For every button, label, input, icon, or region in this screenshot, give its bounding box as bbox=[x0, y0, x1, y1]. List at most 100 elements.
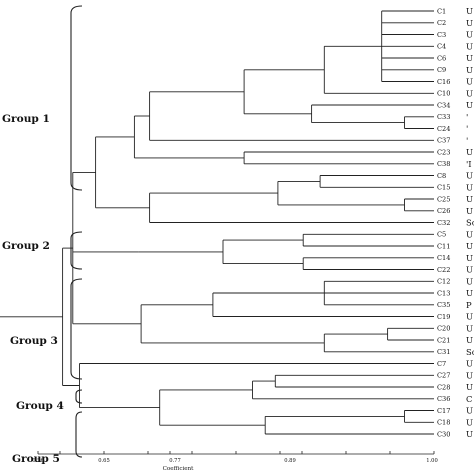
leaf-label: C11 bbox=[437, 242, 450, 250]
leaf-description-fragment: U bbox=[466, 335, 473, 345]
leaf-label: C33 bbox=[437, 113, 450, 121]
leaf-description-fragment: U bbox=[466, 100, 473, 110]
leaf-description-fragment: U bbox=[466, 241, 473, 251]
group-3-brace bbox=[70, 278, 83, 380]
leaf-description-fragment: 'I bbox=[466, 159, 472, 169]
leaf-label: C23 bbox=[437, 148, 450, 156]
leaf-description-fragment: U bbox=[466, 288, 473, 298]
leaf-description-fragment: U bbox=[466, 18, 473, 28]
leaf-label: C36 bbox=[437, 395, 450, 403]
leaf-label: C12 bbox=[437, 278, 450, 286]
leaf-description-fragment: U bbox=[466, 147, 473, 157]
leaf-label: C26 bbox=[437, 207, 450, 215]
leaf-description-fragment: U bbox=[466, 171, 473, 181]
leaf-description-fragment: U bbox=[466, 88, 473, 98]
leaf-description-fragment: U bbox=[466, 382, 473, 392]
leaf-label: C9 bbox=[437, 66, 446, 74]
leaf-description-fragment: U bbox=[466, 276, 473, 286]
leaf-description-fragment: U bbox=[466, 194, 473, 204]
leaf-description-fragment: U bbox=[466, 30, 473, 40]
leaf-label: C25 bbox=[437, 195, 450, 203]
leaf-description-fragment: Sc bbox=[466, 347, 474, 357]
group-2-annotation: Group 2 bbox=[2, 231, 83, 270]
leaf-description-fragment: U bbox=[466, 312, 473, 322]
dendrogram-branches bbox=[0, 10, 434, 435]
leaf-description-fragment: ' bbox=[466, 124, 468, 134]
leaf-label: C38 bbox=[437, 160, 450, 168]
leaf-label: C37 bbox=[437, 137, 450, 145]
leaf-description-fragment: U bbox=[466, 370, 473, 380]
leaf-label: C22 bbox=[437, 266, 450, 274]
leaf-label-column: C1 C2 C3 C4 C6 C9 C16 C10 C34 C33 C24 C37 C23 C38 C8 C1… bbox=[437, 7, 450, 438]
group-3-label: Group 3 bbox=[10, 335, 58, 347]
axis-tick-label: 1.00 bbox=[426, 458, 438, 464]
leaf-description-fragment: U bbox=[466, 182, 473, 192]
leaf-label: C28 bbox=[437, 383, 450, 391]
leaf-label: C17 bbox=[437, 407, 450, 415]
leaf-label: C2 bbox=[437, 19, 446, 27]
leaf-description-fragment: U bbox=[466, 65, 473, 75]
leaf-description-fragment: U bbox=[466, 77, 473, 87]
leaf-description-fragment: U bbox=[466, 41, 473, 51]
leaf-label: C5 bbox=[437, 231, 446, 239]
leaf-label: C14 bbox=[437, 254, 450, 262]
leaf-label: C3 bbox=[437, 31, 446, 39]
leaf-label: C31 bbox=[437, 348, 450, 356]
leaf-description-fragment: U bbox=[466, 265, 473, 275]
axis-tick-label: 0.89 bbox=[284, 458, 296, 464]
group-2-brace bbox=[70, 231, 83, 270]
leaf-description-fragment: U bbox=[466, 206, 473, 216]
leaf-description-fragment: U bbox=[466, 406, 473, 416]
leaf-label: C6 bbox=[437, 54, 446, 62]
leaf-label: C13 bbox=[437, 289, 450, 297]
group-5-label: Group 5 bbox=[12, 453, 60, 465]
group-1-label: Group 1 bbox=[2, 113, 50, 125]
group-5-annotation: Group 5 bbox=[12, 411, 83, 465]
group-5-brace bbox=[75, 411, 83, 458]
leaf-description-fragment: U bbox=[466, 323, 473, 333]
leaf-description-fragment: U bbox=[466, 229, 473, 239]
group-4-label: Group 4 bbox=[16, 400, 64, 412]
leaf-label: C32 bbox=[437, 219, 450, 227]
group-4-annotation: Group 4 bbox=[16, 389, 83, 412]
leaf-label: C18 bbox=[437, 419, 450, 427]
leaf-label: C30 bbox=[437, 430, 450, 438]
leaf-label: C10 bbox=[437, 90, 450, 98]
leaf-label: C4 bbox=[437, 43, 446, 51]
leaf-description-fragment: P bbox=[466, 300, 472, 310]
leaf-description-fragment: U bbox=[466, 6, 473, 16]
group-1-annotation: Group 1 bbox=[2, 5, 83, 191]
leaf-label: C34 bbox=[437, 101, 450, 109]
axis-tick-label: 0.56 bbox=[32, 458, 44, 464]
leaf-description-fragment: U bbox=[466, 53, 473, 63]
leaf-label: C15 bbox=[437, 184, 450, 192]
leaf-description-fragment: U bbox=[466, 359, 473, 369]
leaf-label: C24 bbox=[437, 125, 450, 133]
leaf-description-fragment: ' bbox=[466, 135, 468, 145]
leaf-description-fragment: Sc bbox=[466, 218, 474, 228]
leaf-label: C1 bbox=[437, 7, 446, 15]
group-4-brace bbox=[75, 389, 83, 404]
coefficient-axis: 0.56 0.65 0.77 0.89 1.00 Coefficient bbox=[32, 451, 438, 472]
leaf-description-fragment: U bbox=[466, 429, 473, 439]
group-1-brace bbox=[70, 5, 83, 191]
axis-tick-label: 0.65 bbox=[98, 458, 110, 464]
leaf-label: C27 bbox=[437, 372, 450, 380]
leaf-label: C19 bbox=[437, 313, 450, 321]
leaf-label: C16 bbox=[437, 78, 450, 86]
leaf-description-fragment: U bbox=[466, 253, 473, 263]
axis-title: Coefficient bbox=[163, 466, 195, 472]
group-2-label: Group 2 bbox=[2, 240, 50, 252]
leaf-description-fragment: ' bbox=[466, 112, 468, 122]
axis-tick-label: 0.77 bbox=[169, 458, 181, 464]
leaf-label: C20 bbox=[437, 325, 450, 333]
leaf-label: C35 bbox=[437, 301, 450, 309]
leaf-description-fragment: U bbox=[466, 417, 473, 427]
group-3-annotation: Group 3 bbox=[10, 278, 83, 380]
leaf-label: C8 bbox=[437, 172, 446, 180]
leaf-label: C7 bbox=[437, 360, 446, 368]
leaf-description-fragment: C bbox=[466, 394, 472, 404]
leaf-label: C21 bbox=[437, 336, 450, 344]
